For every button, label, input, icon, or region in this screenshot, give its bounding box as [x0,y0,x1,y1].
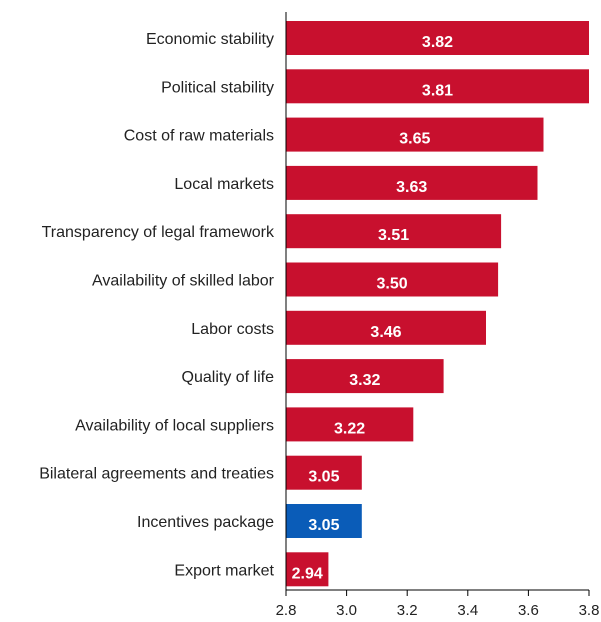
bar-value-label-4: 3.51 [378,227,409,244]
bar-value-label-10: 3.05 [308,517,339,534]
category-label-8: Availability of local suppliers [75,417,274,434]
bar-8 [286,407,414,442]
bar-6 [286,310,486,345]
category-labels-group: Economic stability Political stability Cos… [39,31,275,579]
category-label-2: Cost of raw materials [124,128,274,145]
x-tick-label-2: 3.2 [397,602,418,619]
bar-value-label-6: 3.46 [370,324,401,341]
x-tick-label-4: 3.6 [518,602,539,619]
bar-value-label-9: 3.05 [308,469,339,486]
category-label-4: Transparency of legal framework [42,224,275,241]
bar-value-label-5: 3.50 [377,276,408,293]
bar-10 [286,504,362,538]
bar-value-label-2: 3.65 [399,131,430,148]
bars-group: 3.82 3.81 3.65 3.63 3.51 3.50 3.46 3.32 3.22 3.05… [286,21,589,587]
bar-11 [286,552,329,587]
category-label-1: Political stability [161,79,274,96]
bar-4 [286,214,502,249]
x-tick-label-5: 3.8 [579,602,600,619]
category-label-11: Export market [174,562,274,579]
bar-value-label-7: 3.32 [349,372,380,389]
bar-9 [286,455,362,490]
bar-3 [286,165,538,200]
x-tick-label-3: 3.4 [457,602,478,619]
bar-5 [286,262,499,297]
bar-value-label-1: 3.81 [422,82,453,99]
bar-value-label-11: 2.94 [292,565,323,582]
category-label-0: Economic stability [146,31,274,48]
bar-2 [286,117,544,152]
bar-value-label-8: 3.22 [334,420,365,437]
bar-7 [286,359,444,394]
bar-value-label-0: 3.82 [422,34,453,51]
category-label-10: Incentives package [137,514,274,531]
x-ticks-group: 2.8 3.0 3.2 3.4 3.6 3.8 [276,590,600,619]
bar-1 [286,69,589,104]
bar-0 [286,21,589,55]
x-tick-label-0: 2.8 [276,602,297,619]
category-label-9: Bilateral agreements and treaties [39,466,274,483]
category-label-6: Labor costs [191,321,274,338]
bar-value-label-3: 3.63 [396,179,427,196]
category-label-3: Local markets [174,176,274,193]
category-label-7: Quality of life [182,369,275,386]
x-tick-label-1: 3.0 [336,602,357,619]
category-label-5: Availability of skilled labor [92,273,275,290]
